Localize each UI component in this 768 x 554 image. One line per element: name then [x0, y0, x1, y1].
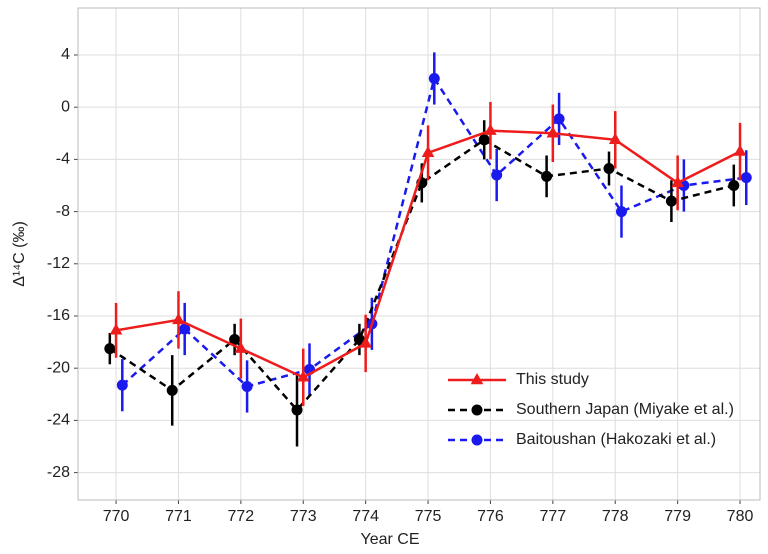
- x-tick-label: 773: [290, 508, 317, 525]
- marker: [428, 72, 440, 84]
- x-axis-label: Year CE: [361, 531, 420, 548]
- series: [116, 52, 752, 413]
- marker: [229, 333, 241, 345]
- marker: [359, 336, 372, 348]
- marker: [671, 175, 684, 188]
- y-tick-label: -8: [56, 203, 70, 220]
- x-tick-label: 776: [477, 508, 504, 525]
- series: [104, 120, 740, 447]
- x-tick-label: 775: [415, 508, 442, 525]
- x-tick-label: 772: [228, 508, 255, 525]
- y-tick-label: 0: [61, 98, 70, 115]
- marker: [728, 179, 740, 191]
- plot-frame: [77, 7, 761, 501]
- marker: [234, 341, 248, 353]
- marker: [109, 323, 123, 335]
- marker: [241, 380, 253, 392]
- x-tick-label: 771: [165, 508, 192, 525]
- marker: [172, 312, 185, 325]
- marker: [296, 370, 310, 382]
- marker: [291, 404, 303, 416]
- marker: [546, 126, 560, 138]
- legend-label: Baitoushan (Hakozaki et al.): [516, 431, 716, 448]
- x-tick-label: 777: [539, 508, 566, 525]
- series-line: [121, 75, 747, 388]
- marker: [603, 163, 615, 175]
- y-tick-label: -24: [47, 412, 70, 429]
- y-tick-label: -28: [47, 464, 70, 481]
- marker: [491, 169, 503, 181]
- x-tick-label: 770: [103, 508, 130, 525]
- legend-marker: [470, 373, 484, 385]
- marker: [608, 132, 622, 145]
- marker: [166, 384, 178, 396]
- y-tick-label: -12: [47, 255, 70, 272]
- marker: [179, 323, 191, 335]
- x-tick-label: 774: [352, 508, 379, 525]
- marker: [116, 379, 128, 391]
- marker: [740, 172, 752, 184]
- marker: [665, 195, 677, 207]
- legend-marker: [471, 434, 483, 446]
- marker: [478, 134, 490, 146]
- y-tick-label: 4: [61, 46, 70, 63]
- marker: [484, 123, 497, 135]
- y-tick-label: -16: [47, 307, 70, 324]
- marker: [733, 144, 747, 156]
- marker: [421, 145, 435, 158]
- x-tick-label: 780: [727, 508, 754, 525]
- marker: [104, 343, 116, 355]
- legend-marker: [471, 404, 483, 416]
- series-line: [109, 138, 735, 412]
- marker: [353, 333, 365, 345]
- x-tick-label: 779: [664, 508, 691, 525]
- legend-label: This study: [516, 371, 589, 388]
- marker: [615, 206, 627, 218]
- x-tick-label: 778: [602, 508, 629, 525]
- y-tick-label: -20: [47, 359, 70, 376]
- marker: [541, 170, 553, 182]
- series: [109, 101, 747, 407]
- y-axis-label: Δ¹⁴C (‰): [11, 221, 28, 287]
- marker: [553, 113, 565, 125]
- y-tick-label: -4: [56, 151, 70, 168]
- legend-label: Southern Japan (Miyake et al.): [516, 401, 734, 418]
